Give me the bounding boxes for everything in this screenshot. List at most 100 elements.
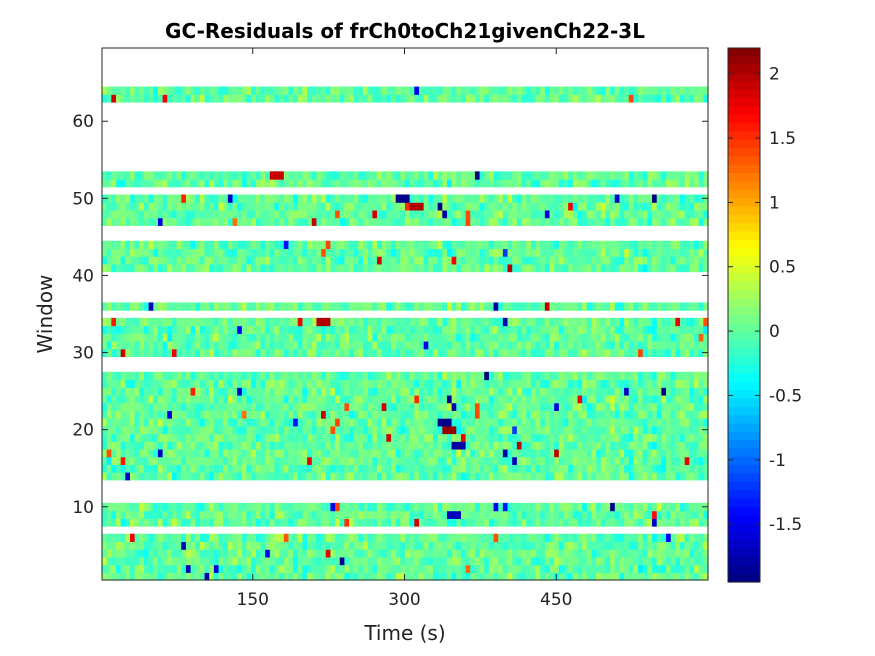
heatmap-cell (507, 371, 513, 381)
heatmap-cell (302, 541, 308, 550)
heatmap-cell (227, 556, 234, 566)
heatmap-cell (293, 263, 299, 273)
heatmap-cell (470, 456, 476, 465)
heatmap-cell (148, 510, 154, 519)
heatmap-cell (395, 448, 401, 458)
heatmap-cell (157, 541, 164, 550)
heatmap-cell (521, 202, 527, 211)
heatmap-cell (540, 379, 546, 388)
heatmap-cell (176, 371, 182, 381)
heatmap-cell (241, 171, 248, 180)
heatmap-cell (414, 194, 420, 203)
heatmap-cell (372, 472, 378, 481)
heatmap-cell (251, 448, 257, 458)
heatmap-cell (167, 518, 173, 527)
heatmap-cell (377, 572, 383, 581)
heatmap-cell (395, 387, 401, 396)
heatmap-cell (162, 410, 168, 419)
heatmap-cell (321, 317, 327, 327)
heatmap-cell (456, 402, 462, 411)
heatmap-cell (353, 240, 359, 250)
heatmap-cell (316, 533, 322, 543)
heatmap-cell (139, 472, 145, 481)
heatmap-cell (223, 240, 229, 250)
heatmap-cell (610, 209, 616, 219)
heatmap-cell (223, 333, 229, 342)
heatmap-cell (474, 441, 481, 450)
heatmap-cell (423, 410, 429, 419)
heatmap-cell (129, 418, 136, 427)
heatmap-cell (698, 448, 704, 458)
heatmap-cell (213, 448, 220, 458)
heatmap-cell (596, 348, 602, 358)
heatmap-cell (656, 194, 662, 203)
heatmap-cell (414, 418, 420, 427)
heatmap-cell (321, 217, 327, 226)
heatmap-cell (642, 379, 648, 388)
heatmap-cell (470, 510, 476, 519)
heatmap-cell (204, 209, 210, 219)
heatmap-cell (530, 240, 537, 250)
heatmap-cell (129, 502, 136, 512)
heatmap-cell (316, 202, 322, 211)
heatmap-cell (684, 472, 690, 481)
heatmap-cell (596, 256, 602, 265)
heatmap-cell (181, 240, 187, 250)
heatmap-cell (321, 549, 327, 558)
heatmap-cell (605, 472, 611, 481)
heatmap-cell (381, 564, 387, 573)
heatmap-cell (181, 549, 187, 558)
heatmap-cell (442, 194, 448, 203)
heatmap-cell (400, 317, 406, 327)
heatmap-cell (624, 433, 630, 442)
heatmap-cell (134, 464, 140, 473)
heatmap-cell (213, 240, 220, 250)
heatmap-cell (279, 448, 285, 458)
heatmap-cell (288, 464, 294, 473)
heatmap-cell (283, 425, 290, 435)
heatmap-cell (498, 317, 504, 327)
heatmap-cell (251, 510, 257, 519)
heatmap-cell (358, 541, 364, 550)
heatmap-cell (544, 533, 551, 543)
heatmap-cell (209, 549, 215, 558)
heatmap-cell (265, 556, 271, 566)
heatmap-cell (162, 394, 168, 404)
heatmap-cell (311, 433, 318, 442)
heatmap-cell (703, 433, 709, 442)
heatmap-cell (143, 348, 150, 358)
heatmap-cell (218, 209, 224, 219)
heatmap-cell (293, 433, 299, 442)
heatmap-cell (474, 402, 481, 411)
heatmap-cell (586, 425, 593, 435)
heatmap-cell (610, 425, 616, 435)
heatmap-cell (488, 518, 495, 527)
heatmap-cell (544, 302, 551, 311)
heatmap-cell (293, 502, 299, 512)
heatmap-cell (661, 348, 667, 358)
heatmap-cell (638, 472, 644, 481)
heatmap-cell (255, 256, 262, 265)
heatmap-cell (535, 333, 541, 342)
heatmap-cell (139, 448, 145, 458)
heatmap-cell (694, 387, 700, 396)
heatmap-cell (544, 202, 551, 211)
heatmap-cell (111, 209, 117, 219)
heatmap-cell (260, 564, 266, 573)
heatmap-cell (530, 387, 537, 396)
heatmap-cell (363, 256, 369, 265)
heatmap-cell (638, 549, 644, 558)
heatmap-cell (227, 171, 234, 180)
heatmap-cell (395, 549, 401, 558)
heatmap-cell (605, 209, 611, 219)
heatmap-cell (656, 394, 662, 404)
heatmap-cell (195, 248, 201, 257)
heatmap-cell (157, 248, 164, 257)
heatmap-cell (181, 433, 187, 442)
heatmap-cell (293, 217, 299, 226)
heatmap-cell (470, 448, 476, 458)
heatmap-cell (684, 379, 690, 388)
heatmap-cell (195, 518, 201, 527)
heatmap-cell (246, 549, 252, 558)
heatmap-cell (479, 564, 485, 573)
